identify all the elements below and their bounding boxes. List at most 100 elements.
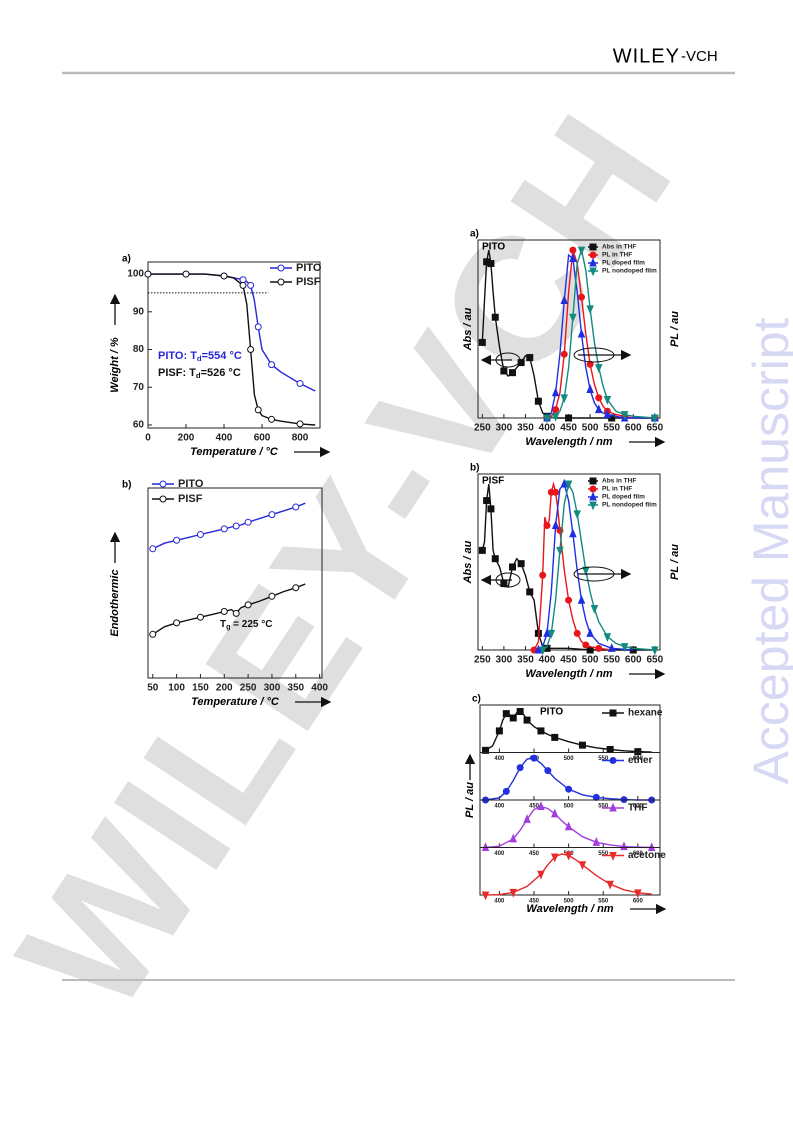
- marker: [232, 522, 240, 530]
- x-tick-label: 200: [178, 433, 195, 444]
- series-line: [546, 253, 655, 419]
- y2-axis-label: PL / au: [669, 311, 681, 347]
- x-tick-label: 450: [529, 851, 540, 857]
- x-tick-label: 550: [598, 899, 609, 905]
- marker: [620, 411, 629, 420]
- legend-label: PL nondoped film: [602, 268, 657, 275]
- plot-name: PITO: [540, 707, 563, 718]
- x-tick-label: 550: [603, 423, 620, 434]
- x-tick-label: 400: [494, 851, 505, 857]
- x-tick-label: 400: [494, 756, 505, 762]
- accepted-watermark: Accepted Manuscript: [743, 317, 793, 784]
- marker: [526, 354, 534, 362]
- marker: [594, 364, 603, 373]
- y-axis-label: Weight / %: [109, 337, 121, 393]
- x-axis-label: Temperature / °C: [191, 696, 280, 708]
- marker: [569, 313, 577, 323]
- marker: [569, 246, 577, 254]
- x-tick-label: 350: [517, 423, 534, 434]
- marker: [239, 281, 247, 289]
- marker: [244, 601, 252, 609]
- marker: [537, 801, 545, 810]
- marker: [534, 397, 542, 405]
- marker: [247, 281, 255, 289]
- marker: [517, 359, 525, 367]
- legend-label: PL nondoped film: [602, 502, 657, 509]
- x-tick-label: 550: [598, 756, 609, 762]
- marker: [573, 510, 581, 520]
- marker: [173, 619, 181, 627]
- marker: [577, 594, 586, 604]
- marker: [495, 727, 503, 735]
- marker: [560, 478, 569, 488]
- marker: [589, 267, 597, 277]
- marker: [149, 630, 157, 638]
- marker: [247, 346, 255, 354]
- marker: [268, 511, 276, 519]
- marker: [296, 379, 304, 387]
- plot-frame: [479, 847, 661, 896]
- series-line: [537, 482, 634, 651]
- x-tick-label: 250: [474, 655, 491, 666]
- marker: [196, 613, 204, 621]
- marker: [577, 328, 586, 338]
- y-axis-label: PL / au: [464, 782, 476, 818]
- marker: [220, 608, 228, 615]
- x-tick-label: 500: [564, 756, 575, 762]
- annotation-sub: d: [197, 354, 202, 363]
- marker: [565, 414, 573, 422]
- marker: [268, 592, 276, 600]
- x-tick-label: 350: [517, 655, 534, 666]
- marker: [478, 338, 486, 346]
- annotation-text: PISF: T: [158, 367, 196, 379]
- legend-label: PL in THF: [602, 486, 632, 493]
- x-tick-label: 500: [564, 899, 575, 905]
- marker: [509, 369, 517, 377]
- marker: [220, 272, 228, 280]
- marker: [277, 264, 285, 272]
- marker: [292, 503, 300, 511]
- x-tick-label: 400: [494, 804, 505, 810]
- marker: [509, 888, 517, 898]
- x-tick-label: 250: [474, 423, 491, 434]
- legend-label: ether: [628, 755, 653, 766]
- marker: [182, 270, 190, 278]
- legend-label: acetone: [628, 850, 666, 861]
- marker: [595, 644, 603, 652]
- marker: [569, 528, 577, 538]
- legend-label: PL in THF: [602, 252, 632, 259]
- marker: [487, 505, 495, 513]
- annotation-text: PITO: T: [158, 350, 197, 362]
- x-axis-label: Wavelength / nm: [526, 903, 613, 915]
- marker: [482, 746, 490, 754]
- legend-label: THF: [628, 803, 647, 814]
- legend-label: PL doped film: [602, 494, 645, 501]
- marker: [594, 404, 603, 414]
- series-line: [547, 247, 655, 419]
- marker: [516, 707, 524, 715]
- marker: [268, 361, 276, 369]
- marker: [481, 891, 490, 901]
- marker: [578, 741, 586, 749]
- plot-name: PITO: [482, 242, 505, 253]
- annotation-rest: =526 °C: [201, 367, 241, 379]
- plot-frame: [147, 487, 323, 679]
- plot-name: PISF: [482, 476, 504, 487]
- legend-label: PISF: [296, 276, 321, 288]
- y-tick-label: 70: [133, 382, 145, 393]
- x-tick-label: 150: [192, 683, 209, 694]
- marker: [609, 757, 617, 764]
- x-tick-label: 0: [145, 433, 151, 444]
- marker: [538, 646, 547, 656]
- marker: [502, 710, 510, 718]
- marker: [565, 596, 573, 604]
- marker: [565, 785, 573, 793]
- panel-label: b): [122, 480, 131, 491]
- marker: [552, 488, 560, 496]
- marker: [634, 748, 642, 756]
- marker: [254, 323, 262, 331]
- marker: [606, 745, 614, 753]
- marker: [634, 889, 642, 899]
- legend-label: Abs in THF: [602, 244, 636, 251]
- marker: [589, 243, 597, 251]
